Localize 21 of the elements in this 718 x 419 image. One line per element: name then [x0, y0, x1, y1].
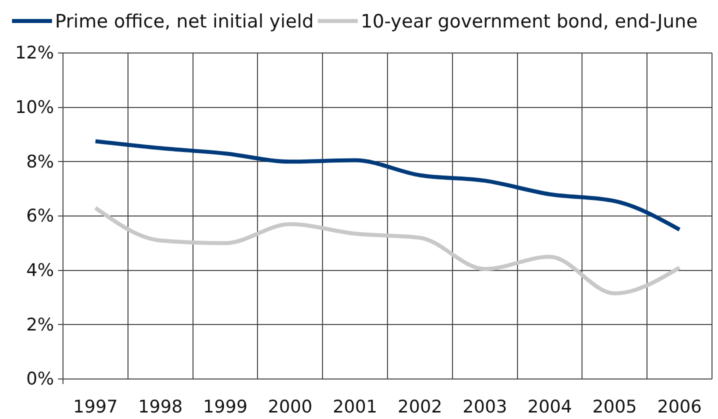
x-tick-label: 2003 — [462, 397, 508, 418]
x-tick-label: 2000 — [268, 397, 312, 418]
x-tick-label: 2001 — [332, 397, 378, 418]
y-tick-label: 2% — [26, 315, 54, 336]
x-tick-label: 2002 — [398, 397, 442, 418]
y-tick-label: 4% — [26, 260, 54, 281]
y-tick-label: 10% — [15, 98, 54, 118]
legend-label: Prime office, net initial yield — [55, 12, 314, 32]
x-tick-label: 2004 — [527, 397, 572, 418]
legend-label: 10-year government bond, end-June — [360, 12, 698, 32]
line-series — [93, 139, 682, 232]
x-tick-label: 1998 — [138, 397, 183, 418]
x-tick-label: 1997 — [73, 397, 118, 418]
x-tick-label: 1999 — [202, 397, 248, 418]
y-tick-label: 12% — [15, 44, 54, 64]
y-tick-label: 0% — [26, 370, 54, 390]
x-tick-label: 2005 — [592, 397, 637, 418]
y-tick-label: 6% — [26, 206, 54, 227]
line-series — [93, 206, 682, 296]
x-tick-label: 2006 — [657, 397, 702, 418]
y-tick-label: 8% — [26, 152, 54, 172]
